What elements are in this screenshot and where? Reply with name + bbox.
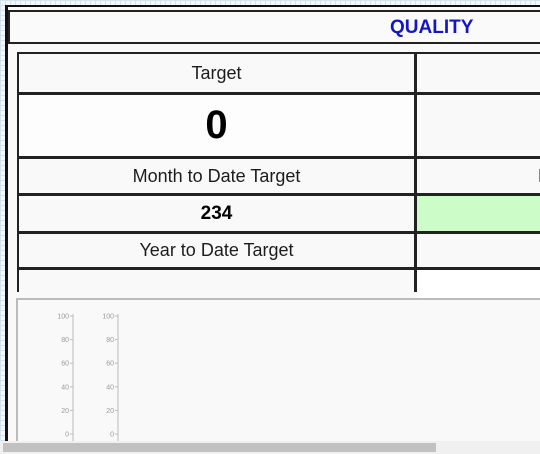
chart-1-tick-label: 20 xyxy=(61,408,69,415)
right-value-cell xyxy=(417,95,540,156)
kpi-table: Target 0 Month to Date Target M 234 Year… xyxy=(17,52,540,303)
chart-1-tick-label: 80 xyxy=(61,337,69,344)
chart-2-tick-label: 100 xyxy=(102,314,114,321)
target-value: 0 xyxy=(19,95,414,156)
target-label: Target xyxy=(19,54,414,92)
chart-axes: 100 80 60 40 20 0 100 80 60 40 20 0 xyxy=(57,314,119,442)
page-title: QUALITY xyxy=(390,17,474,38)
right-header-cell xyxy=(417,54,540,92)
scrollbar-thumb[interactable] xyxy=(3,443,436,452)
right-ytd-label xyxy=(417,234,540,267)
chart-2-tick-label: 60 xyxy=(106,361,114,368)
right-mtd-label: M xyxy=(417,159,540,193)
chart-2-tick-label: 80 xyxy=(106,337,114,344)
chart-1-tick-label: 60 xyxy=(61,361,69,368)
title-bar: QUALITY xyxy=(8,10,540,44)
horizontal-scrollbar[interactable] xyxy=(0,441,540,454)
chart-1-tick-label: 0 xyxy=(65,432,69,439)
ytd-actual-value xyxy=(417,270,540,303)
ytd-target-value xyxy=(19,270,414,303)
mtd-target-label: Month to Date Target xyxy=(19,159,414,193)
chart-2-tick-label: 40 xyxy=(106,384,114,391)
mtd-target-value: 234 xyxy=(19,196,414,231)
chart-2-tick-label: 0 xyxy=(110,432,114,439)
chart-2-tick-label: 20 xyxy=(106,408,114,415)
mtd-actual-value xyxy=(417,196,540,231)
chart-1-tick-label: 40 xyxy=(61,384,69,391)
ytd-target-label: Year to Date Target xyxy=(19,234,414,267)
chart-area: 100 80 60 40 20 0 100 80 60 40 20 0 xyxy=(16,298,540,448)
chart-1-tick-label: 100 xyxy=(57,314,69,321)
